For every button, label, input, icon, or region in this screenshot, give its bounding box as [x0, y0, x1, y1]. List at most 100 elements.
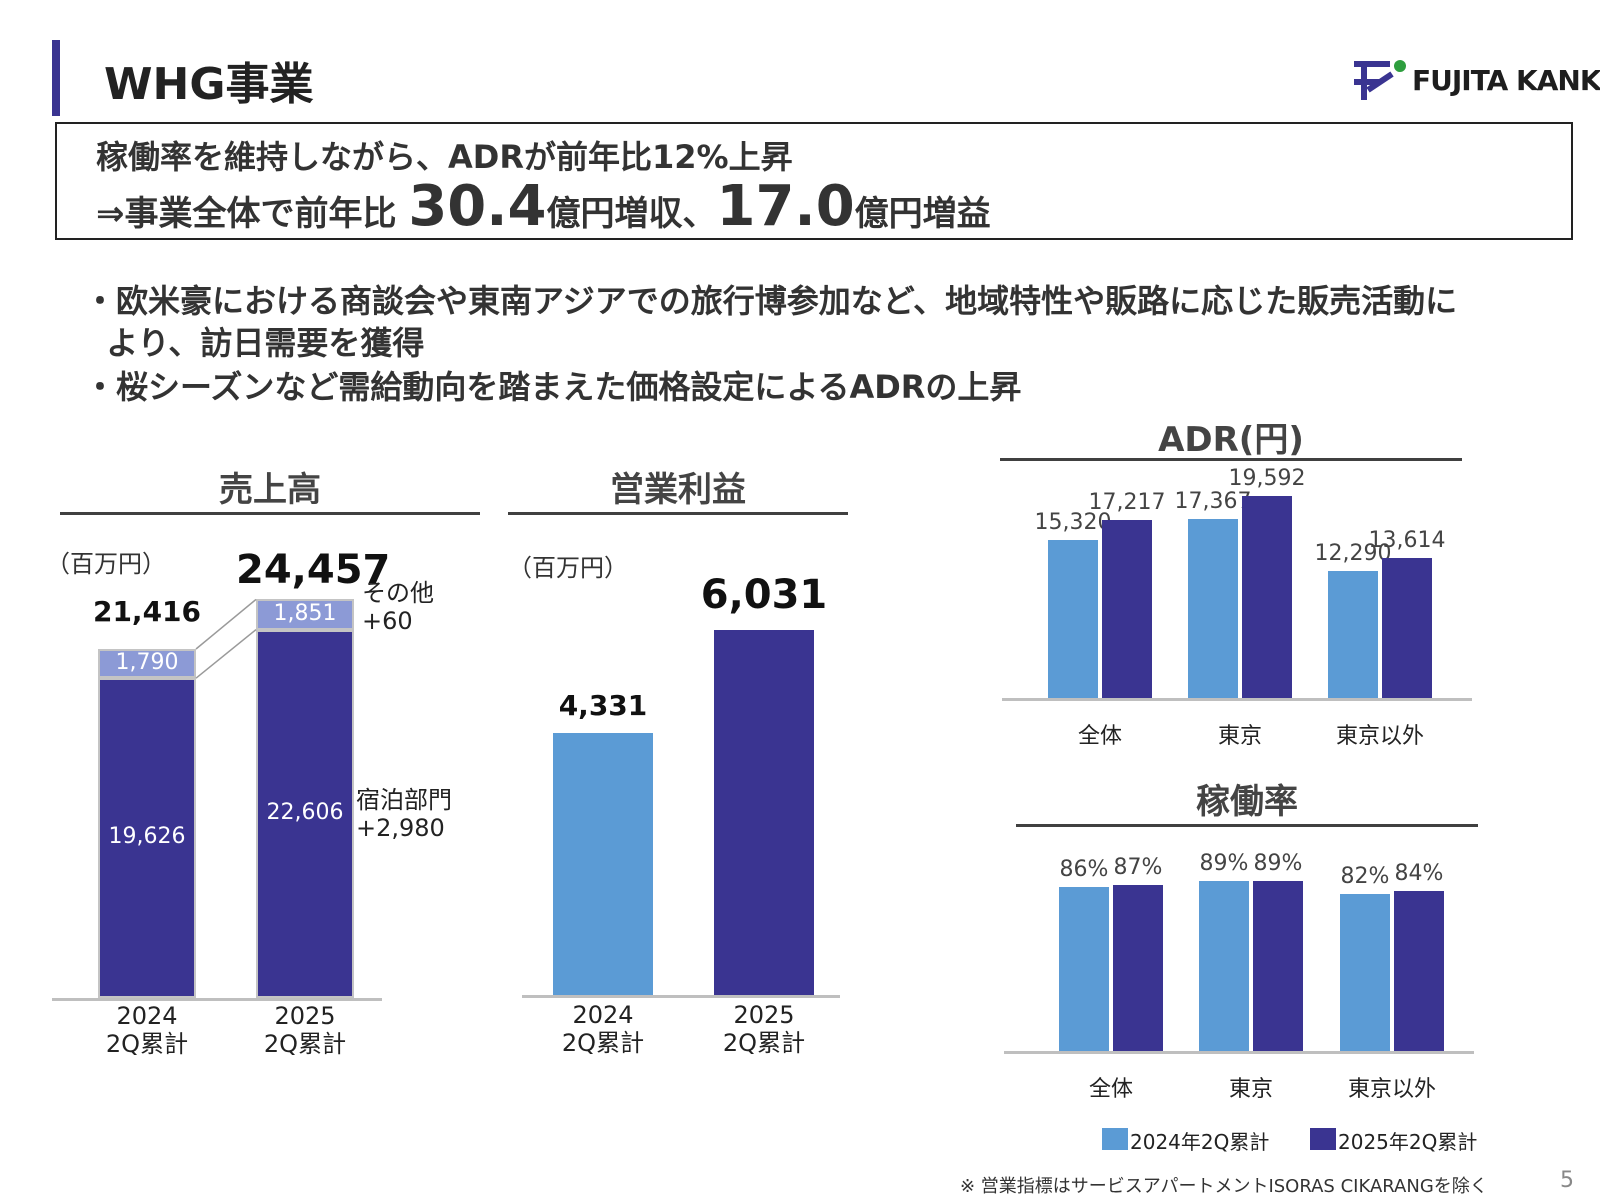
profit-unit-label: （百万円）	[508, 554, 628, 582]
summary-box	[55, 122, 1573, 240]
annotation-line: +2,980	[356, 814, 445, 842]
occupancy-bar-2-0	[1340, 894, 1390, 1051]
annotation-other-delta: その他 +60	[362, 579, 434, 635]
profit-chart: 4,331 2024 2Q累計 6,031 2025 2Q累計	[522, 572, 840, 1057]
occupancy-value-label-0-0: 86%	[1059, 856, 1109, 882]
adr-bar-1-0	[1188, 518, 1238, 698]
sales-x-label-1: 2025 2Q累計	[236, 1002, 374, 1058]
adr-category-label-2: 東京以外	[1335, 724, 1424, 749]
sales-bar-other-0	[98, 648, 196, 679]
occupancy-chart: 86% 87% 全体 89% 89% 東京 82% 84% 東京以外	[1004, 851, 1474, 1102]
sales-connector-0	[195, 598, 257, 650]
sales-connector-lines	[195, 598, 257, 679]
profit-baseline	[522, 995, 840, 998]
sales-baseline	[52, 998, 382, 1001]
occupancy-value-label-0-1: 87%	[1113, 854, 1163, 880]
occupancy-baseline	[1004, 1051, 1474, 1054]
occupancy-category-label-0: 全体	[1088, 1077, 1133, 1102]
adr-title-rule	[1000, 458, 1462, 461]
summary-prefix: ⇒事業全体で前年比	[96, 194, 409, 234]
profit-value-label-1: 6,031	[700, 572, 828, 619]
title-accent-bar	[52, 40, 60, 116]
adr-category-label-1: 東京	[1217, 724, 1262, 749]
occupancy-title-rule	[1016, 824, 1478, 827]
annotation-line: その他	[362, 579, 434, 608]
sales-unit-label: （百万円）	[46, 550, 166, 578]
page-number: 5	[1560, 1168, 1574, 1193]
occupancy-chart-title: 稼働率	[1196, 782, 1298, 822]
sales-other-label-0: 1,790	[115, 649, 179, 675]
page-title: WHG事業	[104, 59, 314, 110]
occupancy-bar-2-1	[1394, 890, 1444, 1051]
profit-x-label-0: 2024 2Q累計	[533, 1001, 673, 1057]
profit-chart-title: 営業利益	[610, 470, 746, 510]
annotation-line: +60	[362, 607, 413, 636]
sales-lodging-label-0: 19,626	[108, 824, 186, 850]
fujita-kanko-logo	[1354, 60, 1406, 100]
summary-line-2: ⇒事業全体で前年比 30.4億円増収、17.0億円増益	[96, 174, 991, 239]
summary-suffix: 億円増益	[854, 194, 991, 234]
legend-swatch-2024	[1102, 1128, 1128, 1150]
sales-chart: 19,626 1,790 21,416 2024 2Q累計 22,606 1,851 24,4…	[0, 0, 500, 1080]
summary-line-1: 稼働率を維持しながら、ADRが前年比12%上昇	[96, 138, 793, 176]
bullet-1: ・欧米豪における商談会や東南アジアでの旅行博参加など、地域特性や販路に応じた販売…	[84, 282, 1458, 320]
adr-bar-1-1	[1242, 496, 1292, 698]
bullet-2: ・桜シーズンなど需給動向を踏まえた価格設定によるADRの上昇	[84, 368, 1022, 406]
revenue-increase-value: 30.4	[408, 174, 547, 239]
occupancy-value-label-2-1: 84%	[1394, 860, 1444, 886]
occupancy-value-label-1-1: 89%	[1253, 851, 1303, 876]
profit-x-label-line: 2025	[733, 1001, 795, 1029]
adr-bar-0-0	[1048, 540, 1098, 698]
sales-total-label-1: 24,457	[236, 547, 391, 594]
adr-category-label-0: 全体	[1077, 724, 1122, 749]
legend-label-2025: 2025年2Q累計	[1338, 1130, 1478, 1154]
annotation-line: 宿泊部門	[356, 786, 452, 814]
adr-value-label-1-1: 19,592	[1228, 466, 1306, 491]
adr-value-label-2-0: 12,290	[1314, 541, 1392, 567]
logo-mark-icon	[1354, 60, 1406, 100]
legend-label-2024: 2024年2Q累計	[1130, 1130, 1270, 1154]
occupancy-value-label-1-0: 89%	[1199, 851, 1249, 876]
adr-bar-2-0	[1328, 571, 1378, 698]
adr-bar-2-1	[1382, 557, 1432, 698]
adr-value-label-0-1: 17,217	[1088, 490, 1166, 516]
occupancy-category-label-2: 東京以外	[1347, 1077, 1436, 1102]
sales-other-label-1: 1,851	[273, 600, 337, 626]
sales-bar-other-1	[256, 599, 354, 630]
bullet-1-cont: より、訪日需要を獲得	[84, 324, 425, 362]
footnote: ※ 営業指標はサービスアパートメントISORAS CIKARANGを除く	[960, 1176, 1488, 1197]
profit-bar-0	[553, 733, 653, 995]
occupancy-bar-0-0	[1059, 886, 1109, 1051]
profit-value-label-0: 4,331	[558, 689, 648, 723]
adr-value-label-2-1: 13,614	[1368, 527, 1446, 553]
occupancy-value-label-2-0: 82%	[1340, 864, 1390, 890]
legend-swatch-2025	[1310, 1128, 1336, 1150]
adr-bar-0-1	[1102, 520, 1152, 698]
adr-chart-title: ADR(円)	[1158, 420, 1304, 460]
sales-bar-lodging-1	[256, 629, 354, 998]
summary-mid: 億円増収、	[546, 194, 717, 234]
occupancy-bar-1-1	[1253, 881, 1303, 1051]
logo-text: FUJITA KANKO	[1412, 64, 1600, 97]
profit-x-label-line: 2Q累計	[722, 1029, 806, 1057]
adr-value-label-1-0: 17,367	[1174, 488, 1252, 514]
adr-baseline	[1002, 698, 1472, 701]
sales-x-label-0: 2024 2Q累計	[78, 1002, 216, 1058]
sales-x-label-line: 2Q累計	[263, 1030, 347, 1058]
sales-connector-1	[195, 629, 257, 679]
profit-bar-1	[714, 630, 814, 995]
occupancy-bar-0-1	[1113, 884, 1163, 1051]
occupancy-bar-1-0	[1199, 881, 1249, 1051]
occupancy-category-label-1: 東京	[1228, 1077, 1273, 1102]
sales-x-label-line: 2024	[116, 1002, 178, 1030]
adr-value-label-0-0: 15,320	[1034, 510, 1112, 536]
annotation-lodging-delta: 宿泊部門 +2,980	[356, 786, 452, 842]
sales-title-rule	[60, 512, 480, 515]
sales-bar-lodging-0	[98, 678, 196, 998]
profit-x-label-line: 2024	[572, 1001, 634, 1029]
profit-x-label-1: 2025 2Q累計	[694, 1001, 834, 1057]
sales-x-label-line: 2025	[274, 1002, 336, 1030]
sales-total-label-0: 21,416	[92, 594, 202, 628]
adr-chart: 15,320 17,217 全体 17,367 19,592 東京 12,290 13,614…	[1002, 466, 1472, 749]
profit-title-rule	[508, 512, 848, 515]
